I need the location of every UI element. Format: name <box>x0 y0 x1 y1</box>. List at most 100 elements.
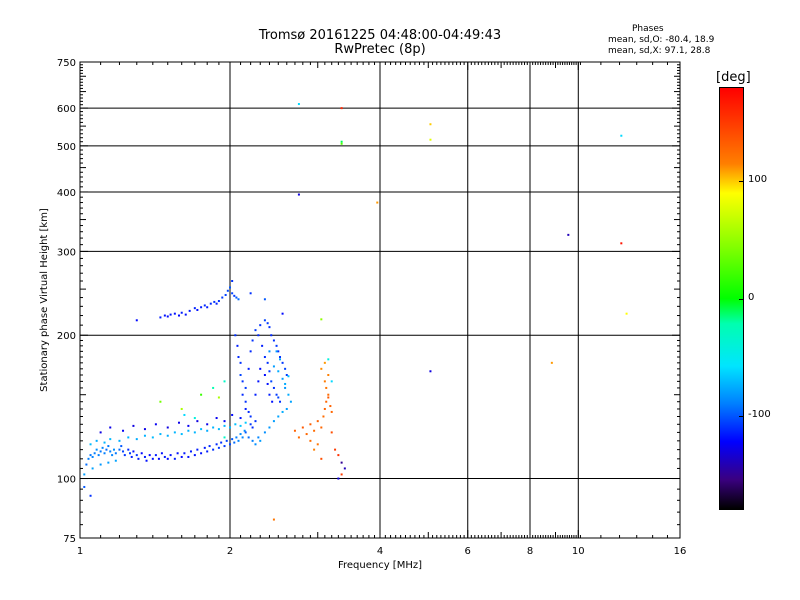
data-point <box>233 294 236 297</box>
data-point <box>281 410 284 413</box>
data-point <box>111 454 114 457</box>
data-point <box>241 436 244 439</box>
data-point <box>297 193 300 196</box>
data-point <box>268 426 271 429</box>
x-tick-label: 6 <box>465 546 471 557</box>
data-point <box>281 377 284 380</box>
data-point <box>323 380 326 383</box>
data-point <box>217 396 220 399</box>
data-point <box>243 429 246 432</box>
data-point <box>215 417 218 420</box>
data-point <box>277 396 280 399</box>
data-point <box>89 494 92 497</box>
data-point <box>244 407 247 410</box>
data-point <box>285 407 288 410</box>
data-point <box>223 445 226 448</box>
axis-ticks: 1 2 4 6 8 10 16 75 100 200 300 400 500 600 750 <box>57 58 686 557</box>
data-point <box>327 358 330 361</box>
data-point <box>272 420 275 423</box>
data-point <box>83 485 86 488</box>
data-point <box>180 311 183 314</box>
data-point <box>620 134 623 137</box>
data-point <box>236 344 239 347</box>
data-point <box>154 454 157 457</box>
data-point <box>224 293 227 296</box>
data-point <box>140 452 143 455</box>
data-point <box>83 473 86 476</box>
data-point <box>196 448 199 451</box>
data-point <box>163 314 166 317</box>
data-point <box>297 103 300 106</box>
y-tick-label: 75 <box>63 534 76 545</box>
data-point <box>109 438 112 441</box>
phases-o-stats: mean, sd,O: -80.4, 18.9 <box>608 35 715 45</box>
data-point <box>187 455 190 458</box>
data-point <box>340 461 343 464</box>
data-point <box>184 313 187 316</box>
colorbar-unit-label: [deg] <box>716 70 751 85</box>
data-point <box>337 454 340 457</box>
data-point <box>217 300 220 303</box>
data-point <box>241 393 244 396</box>
data-point <box>166 434 169 437</box>
data-point <box>293 429 296 432</box>
phases-x-stats: mean, sd,X: 97.1, 28.8 <box>608 46 711 56</box>
data-point <box>229 286 231 289</box>
data-point <box>112 448 115 451</box>
data-point <box>329 405 332 408</box>
data-point <box>135 438 138 441</box>
data-point <box>235 436 238 439</box>
data-point <box>193 454 196 457</box>
data-point <box>266 382 269 385</box>
data-point <box>132 450 135 453</box>
data-point <box>313 429 316 432</box>
x-tick-label: 16 <box>674 546 687 557</box>
data-point <box>208 445 211 448</box>
data-point <box>550 361 553 364</box>
data-point <box>87 457 90 460</box>
data-point <box>259 367 262 370</box>
colorbar-tick-label: 0 <box>748 291 755 303</box>
data-point <box>376 201 379 204</box>
data-point <box>129 452 132 455</box>
data-point <box>143 428 146 431</box>
data-point <box>327 396 330 399</box>
data-point <box>103 441 106 444</box>
data-point <box>120 445 123 448</box>
data-point <box>143 434 146 437</box>
data-point <box>244 386 247 389</box>
data-point <box>159 400 162 403</box>
data-point <box>247 410 250 413</box>
data-point <box>429 138 432 141</box>
data-point <box>330 380 333 383</box>
data-point <box>297 436 300 439</box>
data-point <box>173 431 176 434</box>
data-point <box>257 334 260 337</box>
data-point <box>266 361 269 364</box>
x-tick-label: 10 <box>572 546 585 557</box>
data-point <box>177 421 180 424</box>
data-point <box>620 242 623 245</box>
data-point <box>151 457 154 460</box>
data-points <box>83 103 628 521</box>
data-point <box>166 457 169 460</box>
data-point <box>135 319 138 322</box>
data-point <box>279 400 282 403</box>
data-point <box>196 308 199 311</box>
data-point <box>143 455 146 458</box>
data-point <box>249 415 252 418</box>
data-point <box>123 454 126 457</box>
data-point <box>239 361 242 364</box>
data-point <box>254 420 257 423</box>
data-point <box>340 142 343 145</box>
data-point <box>323 407 326 410</box>
data-point <box>275 350 278 353</box>
data-point <box>220 441 223 444</box>
data-point <box>268 326 271 329</box>
data-point <box>272 339 275 342</box>
data-point <box>135 454 138 457</box>
data-point <box>268 370 271 373</box>
data-point <box>309 439 312 442</box>
data-point <box>233 441 236 444</box>
data-point <box>330 431 333 434</box>
